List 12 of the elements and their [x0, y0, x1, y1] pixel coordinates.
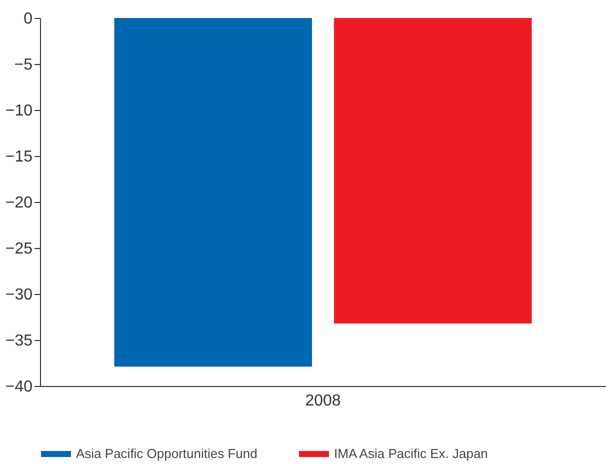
y-tick-label: −10 [5, 102, 33, 120]
y-tick-label: −5 [14, 56, 33, 74]
y-tick-label: 0 [24, 10, 33, 28]
y-tick-label: −35 [5, 332, 33, 350]
y-tick-label: −20 [5, 194, 33, 212]
x-tick-label: 2008 [305, 392, 341, 410]
legend-label: Asia Pacific Opportunities Fund [76, 446, 258, 461]
y-tick-label: −15 [5, 148, 33, 166]
y-tick-label: −40 [5, 378, 33, 396]
legend-label: IMA Asia Pacific Ex. Japan [334, 446, 488, 461]
y-tick-label: −25 [5, 240, 33, 258]
y-tick-label: −30 [5, 286, 33, 304]
